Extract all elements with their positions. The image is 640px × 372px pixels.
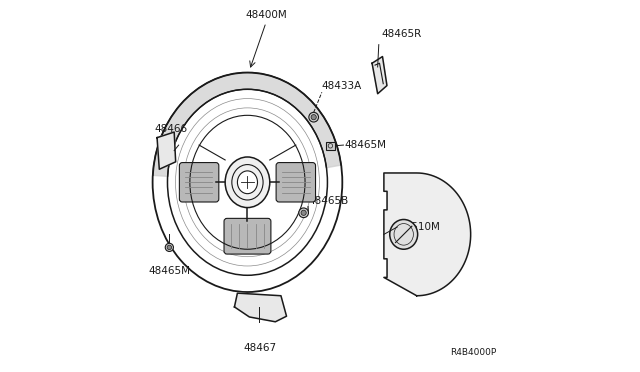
Circle shape — [301, 210, 306, 215]
Circle shape — [299, 208, 308, 218]
Polygon shape — [234, 293, 287, 322]
Text: 98510M: 98510M — [398, 222, 440, 232]
FancyBboxPatch shape — [326, 142, 335, 150]
FancyBboxPatch shape — [276, 163, 316, 202]
Ellipse shape — [225, 157, 270, 208]
Text: 48465M: 48465M — [344, 140, 386, 150]
Polygon shape — [153, 73, 341, 176]
Ellipse shape — [237, 171, 257, 194]
Polygon shape — [157, 132, 175, 169]
Text: 48465R: 48465R — [381, 29, 422, 39]
Text: 48465B: 48465B — [308, 196, 348, 206]
Circle shape — [311, 115, 316, 120]
Text: 48433A: 48433A — [322, 81, 362, 91]
FancyBboxPatch shape — [179, 163, 219, 202]
Text: R4B4000P: R4B4000P — [451, 348, 497, 357]
Circle shape — [167, 245, 172, 250]
Ellipse shape — [390, 219, 418, 249]
Circle shape — [165, 243, 173, 251]
Text: 48465M: 48465M — [148, 266, 190, 276]
Text: 48400M: 48400M — [245, 10, 287, 20]
Text: 48466: 48466 — [154, 124, 188, 134]
Circle shape — [309, 112, 319, 122]
Polygon shape — [384, 173, 470, 296]
Text: 48467: 48467 — [244, 343, 277, 353]
FancyBboxPatch shape — [224, 218, 271, 254]
Polygon shape — [372, 57, 387, 94]
